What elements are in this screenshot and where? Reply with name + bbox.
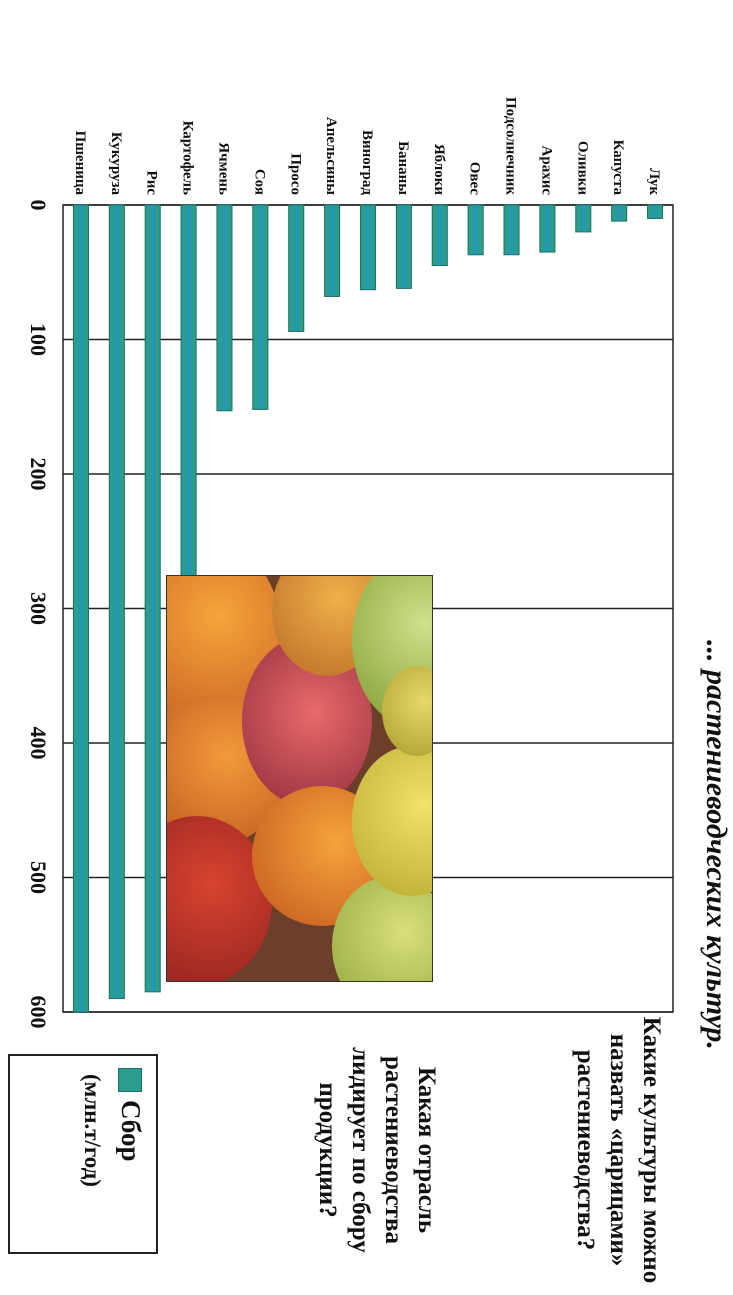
x-tick-label: 100 [26, 323, 51, 356]
x-tick-label: 400 [26, 727, 51, 760]
category-label: Яблоки [431, 144, 447, 196]
category-labels: Лук Капуста Оливки Арахис Подсолнечник Овес Яб… [72, 97, 662, 196]
bar-highlight [545, 205, 550, 253]
bars [72, 204, 664, 1013]
x-tick-label: 600 [26, 996, 51, 1029]
x-tick-label: 0 [26, 200, 51, 211]
bar-highlight [115, 205, 119, 999]
bar-highlight [509, 205, 514, 255]
bar-highlight [437, 205, 442, 266]
chart-title: ... растениеводческих культур. [700, 640, 733, 1050]
bar-highlight [653, 205, 657, 219]
question-queen-crops: Какие культуры можно назвать «царицами» … [572, 1016, 665, 1284]
bar-highlight [150, 205, 155, 992]
category-label: Ячмень [215, 142, 231, 195]
category-label: Виноград [359, 130, 375, 195]
category-label: Лук [646, 168, 662, 195]
x-tick-label: 500 [26, 861, 51, 894]
category-label: Оливки [574, 141, 590, 195]
category-label: Пшеница [72, 131, 88, 196]
bar-highlight [617, 205, 621, 222]
bar-highlight [402, 205, 406, 289]
legend-series-name: Сбор [116, 1100, 146, 1162]
category-label: Картофель [180, 121, 196, 195]
legend-unit: (млн.т/год) [80, 1074, 105, 1187]
category-label: Подсолнечник [503, 97, 519, 195]
category-label: Рис [144, 171, 160, 196]
bar-highlight [186, 205, 191, 612]
category-label: Бананы [395, 141, 411, 195]
question-leading-branch: Какая отрасль растениеводства лидирует п… [314, 1047, 440, 1253]
legend-swatch [118, 1068, 143, 1092]
bar-highlight [330, 205, 334, 297]
bar-highlight [581, 205, 586, 232]
category-label: Овес [467, 162, 483, 196]
chart-legend: Сбор (млн.т/год) [8, 1054, 158, 1254]
x-tick-label: 300 [26, 592, 51, 625]
x-tick-label: 200 [26, 458, 51, 491]
tick-labels: 0 100 200 300 400 500 600 [26, 200, 51, 1029]
category-label: Капуста [610, 140, 626, 196]
category-label: Апельсины [323, 117, 339, 195]
bar-highlight [222, 205, 227, 411]
bar-highlight [79, 205, 83, 1012]
fruit-photo [166, 575, 433, 982]
category-label: Соя [251, 169, 267, 195]
category-label: Просо [287, 153, 303, 195]
bar-highlight [258, 205, 263, 410]
category-label: Кукуруза [108, 132, 124, 196]
bar-highlight [366, 205, 370, 290]
bar-highlight [294, 205, 299, 332]
category-label: Арахис [538, 146, 554, 196]
bar-highlight [473, 205, 478, 255]
